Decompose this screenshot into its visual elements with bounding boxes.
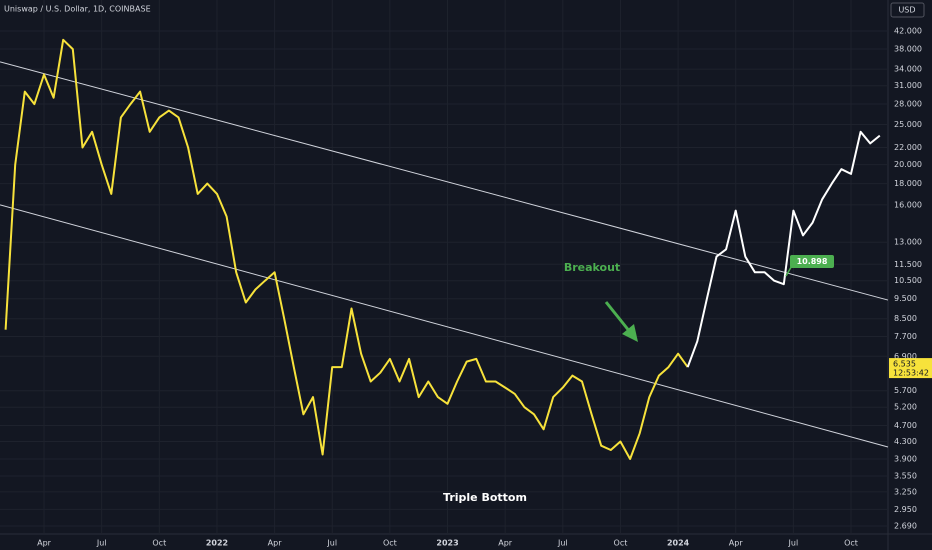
y-tick-label: 3.550 xyxy=(894,471,917,480)
x-tick-label: Apr xyxy=(37,539,52,548)
grid xyxy=(0,0,888,534)
x-tick-label: 2023 xyxy=(436,539,458,548)
y-tick-label: 22.000 xyxy=(894,143,922,152)
x-tick-label: Jul xyxy=(557,539,568,548)
y-tick-label: 18.000 xyxy=(894,179,922,188)
y-tick-label: 11.500 xyxy=(894,260,922,269)
currency-button[interactable] xyxy=(890,2,925,18)
x-tick-label: Apr xyxy=(498,539,513,548)
y-tick-label: 13.000 xyxy=(894,238,922,247)
chart-title: Uniswap / U.S. Dollar, 1D, COINBASE xyxy=(4,5,151,14)
y-tick-label: 10.500 xyxy=(894,276,922,285)
y-tick-label: 2.950 xyxy=(894,505,917,514)
y-tick-label: 5.700 xyxy=(894,386,917,395)
arrow xyxy=(604,301,632,333)
annotation: Triple Bottom xyxy=(443,491,527,504)
y-tick-label: 4.700 xyxy=(894,421,917,430)
breakout-label: 10.898 xyxy=(797,257,828,266)
y-tick-label: 20.000 xyxy=(894,160,922,169)
x-tick-label: Oct xyxy=(152,539,166,548)
price-line xyxy=(686,130,881,368)
trendline xyxy=(0,61,889,301)
y-tick-label: 9.500 xyxy=(894,294,917,303)
y-tick-label: 3.250 xyxy=(894,487,917,496)
y-tick-label: 25.000 xyxy=(894,120,922,129)
annotation: Breakout xyxy=(564,261,620,274)
x-tick-label: Apr xyxy=(729,539,744,548)
x-tick-label: Jul xyxy=(788,539,799,548)
plot xyxy=(0,38,889,460)
x-tick-label: Oct xyxy=(614,539,628,548)
y-tick-label: 7.700 xyxy=(894,332,917,341)
y-tick-label: 6.900 xyxy=(894,352,917,361)
y-tick-label: 28.000 xyxy=(894,100,922,109)
price-tag xyxy=(889,358,932,379)
arrow-head xyxy=(622,324,638,342)
y-tick-label: 31.000 xyxy=(894,81,922,90)
x-tick-label: 2024 xyxy=(667,539,690,548)
price-line xyxy=(4,38,689,460)
y-tick-label: 2.690 xyxy=(894,521,917,530)
x-tick-label: 2022 xyxy=(206,539,228,548)
x-tick-label: Oct xyxy=(844,539,858,548)
y-tick-label: 34.000 xyxy=(894,65,922,74)
breakout-label-box xyxy=(790,254,834,268)
y-tick-label: 42.000 xyxy=(894,27,922,36)
x-tick-label: Apr xyxy=(268,539,283,548)
trendline xyxy=(0,204,889,448)
y-tick-label: 8.500 xyxy=(894,314,917,323)
y-tick-label: 4.300 xyxy=(894,437,917,446)
y-tick-label: 5.200 xyxy=(894,403,917,412)
y-tick-label: 3.900 xyxy=(894,455,917,464)
y-tick-label: 16.000 xyxy=(894,200,922,209)
price-tag-value: 6.535 xyxy=(893,360,916,369)
price-tag-countdown: 12:53:42 xyxy=(893,369,929,378)
x-tick-label: Oct xyxy=(383,539,397,548)
x-tick-label: Jul xyxy=(96,539,107,548)
y-tick-label: 38.000 xyxy=(894,45,922,54)
x-tick-label: Jul xyxy=(326,539,337,548)
currency-label[interactable]: USD xyxy=(898,6,915,15)
